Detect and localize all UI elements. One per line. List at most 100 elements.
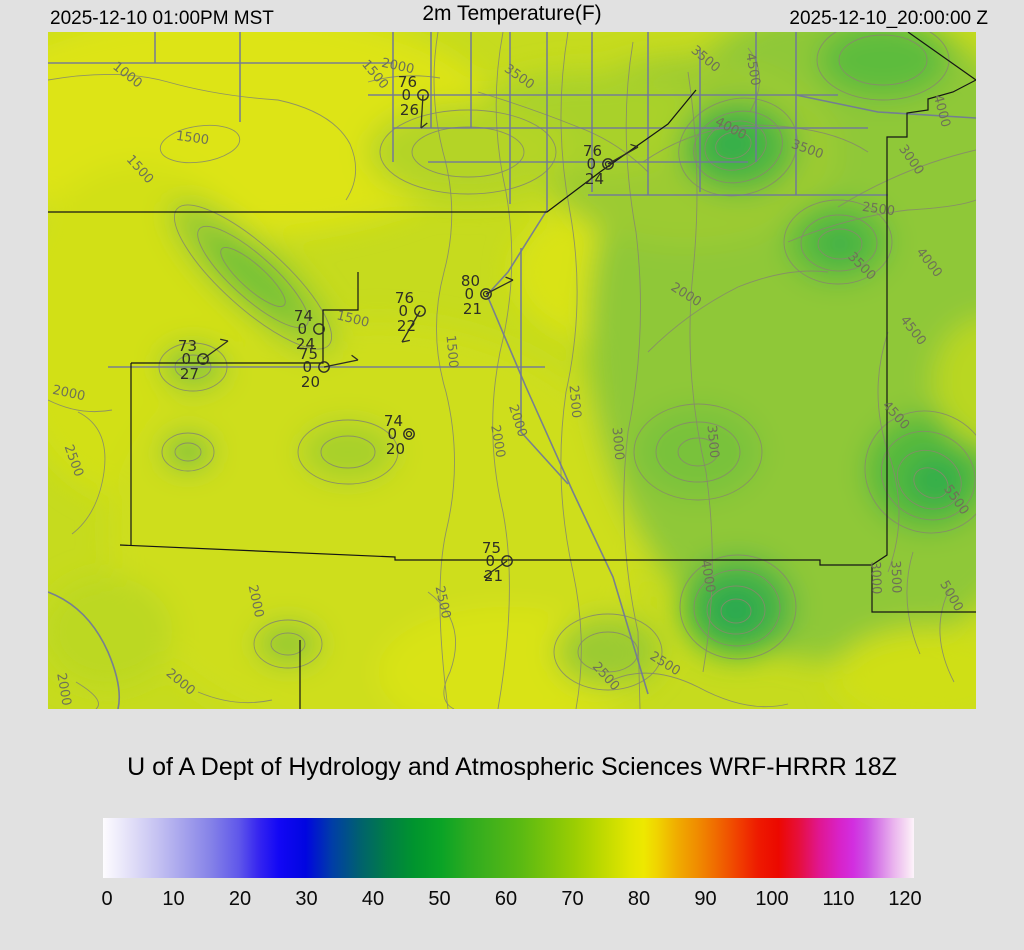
- station-weather-value: 0: [485, 552, 495, 570]
- station-weather-value: 0: [464, 285, 474, 303]
- valid-time-local: 2025-12-10 01:00PM MST: [50, 8, 274, 29]
- wind-barb-icon: [202, 340, 229, 360]
- wind-barb-tick-icon: [630, 143, 639, 148]
- station-marker-icon: [197, 353, 209, 365]
- caption: U of A Dept of Hydrology and Atmospheric…: [127, 753, 897, 781]
- contour-label: 2000: [245, 584, 267, 619]
- station-marker-inner-icon: [482, 290, 490, 298]
- station-dewpoint: 21: [484, 567, 503, 585]
- station-temperature: 73: [178, 337, 197, 355]
- station-temperature: 76: [398, 73, 417, 91]
- colorbar-tick: 70: [561, 888, 584, 910]
- colorbar-tick: 30: [295, 888, 318, 910]
- contour-label: 2500: [432, 585, 454, 620]
- wind-barb-tick-icon: [483, 576, 492, 580]
- contour-label: 2500: [566, 385, 584, 419]
- colorbar-tick: 110: [822, 888, 855, 910]
- wind-barb-icon: [420, 94, 424, 129]
- contour-label: 2000: [51, 383, 86, 405]
- colorbar-tick: 120: [888, 888, 922, 910]
- station-marker-icon: [602, 158, 614, 170]
- station-dewpoint: 22: [397, 317, 416, 335]
- colorbar-tick-labels: 0 10 20 30 40 50 60 70 80 90 100 110 120: [0, 888, 1024, 918]
- wind-barb-icon: [483, 560, 508, 578]
- station-marker-icon: [403, 428, 415, 440]
- station-temperature: 75: [299, 345, 318, 363]
- contour-label: 3500: [887, 560, 903, 594]
- station-marker-icon: [318, 361, 330, 373]
- colorbar-tick: 100: [755, 888, 789, 910]
- colorbar-tick: 20: [228, 888, 252, 910]
- station-marker-icon: [501, 555, 513, 567]
- wind-barb-icon: [323, 359, 359, 368]
- station-marker-icon: [313, 323, 325, 335]
- station-dewpoint: 26: [400, 101, 419, 119]
- station-plots: 7602676024800217602274024730277502074020…: [178, 73, 639, 585]
- contour-label: 3000: [867, 561, 883, 595]
- station-temperature: 74: [384, 412, 403, 430]
- contour-label: 2500: [861, 200, 896, 219]
- colorbar-tick: 10: [162, 888, 185, 910]
- wind-barb-tick-icon: [351, 354, 359, 361]
- station-temperature: 80: [461, 272, 480, 290]
- station-marker-icon: [414, 305, 426, 317]
- wind-barb-tick-icon: [220, 338, 229, 342]
- station-weather-value: 0: [387, 425, 397, 443]
- page-title: 2m Temperature(F): [422, 2, 602, 25]
- station-temperature: 76: [395, 289, 414, 307]
- station-weather-value: 0: [297, 320, 307, 338]
- colorbar-tick: 40: [361, 888, 385, 910]
- station-weather-value: 0: [398, 302, 408, 320]
- station-weather-value: 0: [181, 350, 191, 368]
- station-weather-value: 0: [401, 86, 411, 104]
- colorbar-tick: 50: [428, 888, 451, 910]
- colorbar-tick: 80: [627, 888, 651, 910]
- contour-label: 2000: [53, 672, 74, 707]
- contour-label: 2000: [380, 56, 415, 78]
- wind-barb-icon: [607, 146, 639, 165]
- wind-barb-tick-icon: [505, 276, 514, 281]
- station-dewpoint: 24: [296, 335, 315, 353]
- station-temperature: 76: [583, 142, 602, 160]
- temperature-colorbar: [103, 818, 914, 878]
- contour-label: 3500: [704, 425, 722, 459]
- station-marker-icon: [480, 288, 492, 300]
- wind-barb-tick-icon: [401, 339, 410, 343]
- station-dewpoint: 27: [180, 365, 199, 383]
- wind-barb-icon: [401, 310, 421, 343]
- station-dewpoint: 20: [386, 440, 405, 458]
- road-network: [48, 32, 976, 709]
- station-marker-inner-icon: [604, 160, 612, 168]
- station-marker-inner-icon: [405, 430, 413, 438]
- station-temperature: 74: [294, 307, 313, 325]
- station-dewpoint: 24: [585, 170, 604, 188]
- wind-barb-icon: [485, 279, 514, 295]
- contour-label: 4000: [697, 559, 718, 594]
- county-boundaries: [48, 32, 976, 709]
- colorbar-tick: 60: [494, 888, 518, 910]
- contour-label: 2000: [487, 424, 508, 459]
- valid-time-utc: 2025-12-10_20:00:00 Z: [789, 8, 988, 29]
- contour-label: 4500: [742, 52, 763, 87]
- colorbar-tick: 90: [694, 888, 717, 910]
- temperature-map: 1000 1500 1500 1500 2000 3500 3500 4500 4000 4000…: [48, 32, 976, 709]
- contour-label: 3000: [609, 427, 627, 461]
- station-dewpoint: 20: [301, 373, 320, 391]
- station-dewpoint: 21: [463, 300, 482, 318]
- temperature-field: [48, 32, 976, 709]
- colorbar-tick: 0: [101, 888, 113, 910]
- station-temperature: 75: [482, 539, 501, 557]
- wind-barb-tick-icon: [420, 122, 428, 129]
- contour-label: 1500: [443, 335, 461, 369]
- station-weather-value: 0: [302, 358, 312, 376]
